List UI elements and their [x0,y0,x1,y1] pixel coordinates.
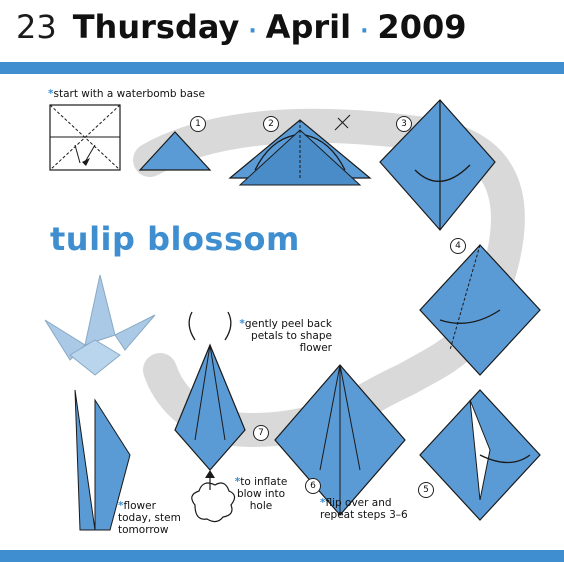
month: April [265,8,352,46]
note-start: *start with a waterbomb base [48,88,205,100]
note-flip: *flip over and repeat steps 3–6 [320,497,408,521]
note-peel: *gently peel back petals to shape flower [239,318,332,354]
calendar-header: 23 Thursday · April · 2009 [16,8,466,58]
step-number: 5 [418,482,434,498]
bottom-accent-bar [0,550,564,562]
step-number: 1 [190,116,206,132]
step-5-diagram [419,389,541,521]
waterbomb-base-diagram [49,104,121,171]
step-number: 3 [396,116,412,132]
separator-dot: · [360,19,369,44]
stem-illustration [74,389,131,531]
breath-cloud-diagram [191,470,236,523]
step-number: 7 [253,425,269,441]
year: 2009 [377,8,467,46]
step-number: 2 [263,116,279,132]
step-1-diagram [138,131,212,171]
note-inflate: *to inflate blow into hole [234,476,288,512]
step-2-diagram [228,114,372,186]
step-number: 6 [305,478,321,494]
step-number: 4 [450,238,466,254]
top-accent-bar [0,62,564,74]
day-number: 23 [16,8,57,46]
step-6-diagram [274,364,406,516]
note-stem: *flower today, stem tomorrow [118,500,181,536]
page-title: tulip blossom [50,220,300,258]
finished-tulip-illustration [44,274,156,376]
separator-dot: · [248,19,257,44]
step-3-diagram [379,99,496,231]
step-4-diagram [419,244,541,376]
weekday: Thursday [72,8,240,46]
